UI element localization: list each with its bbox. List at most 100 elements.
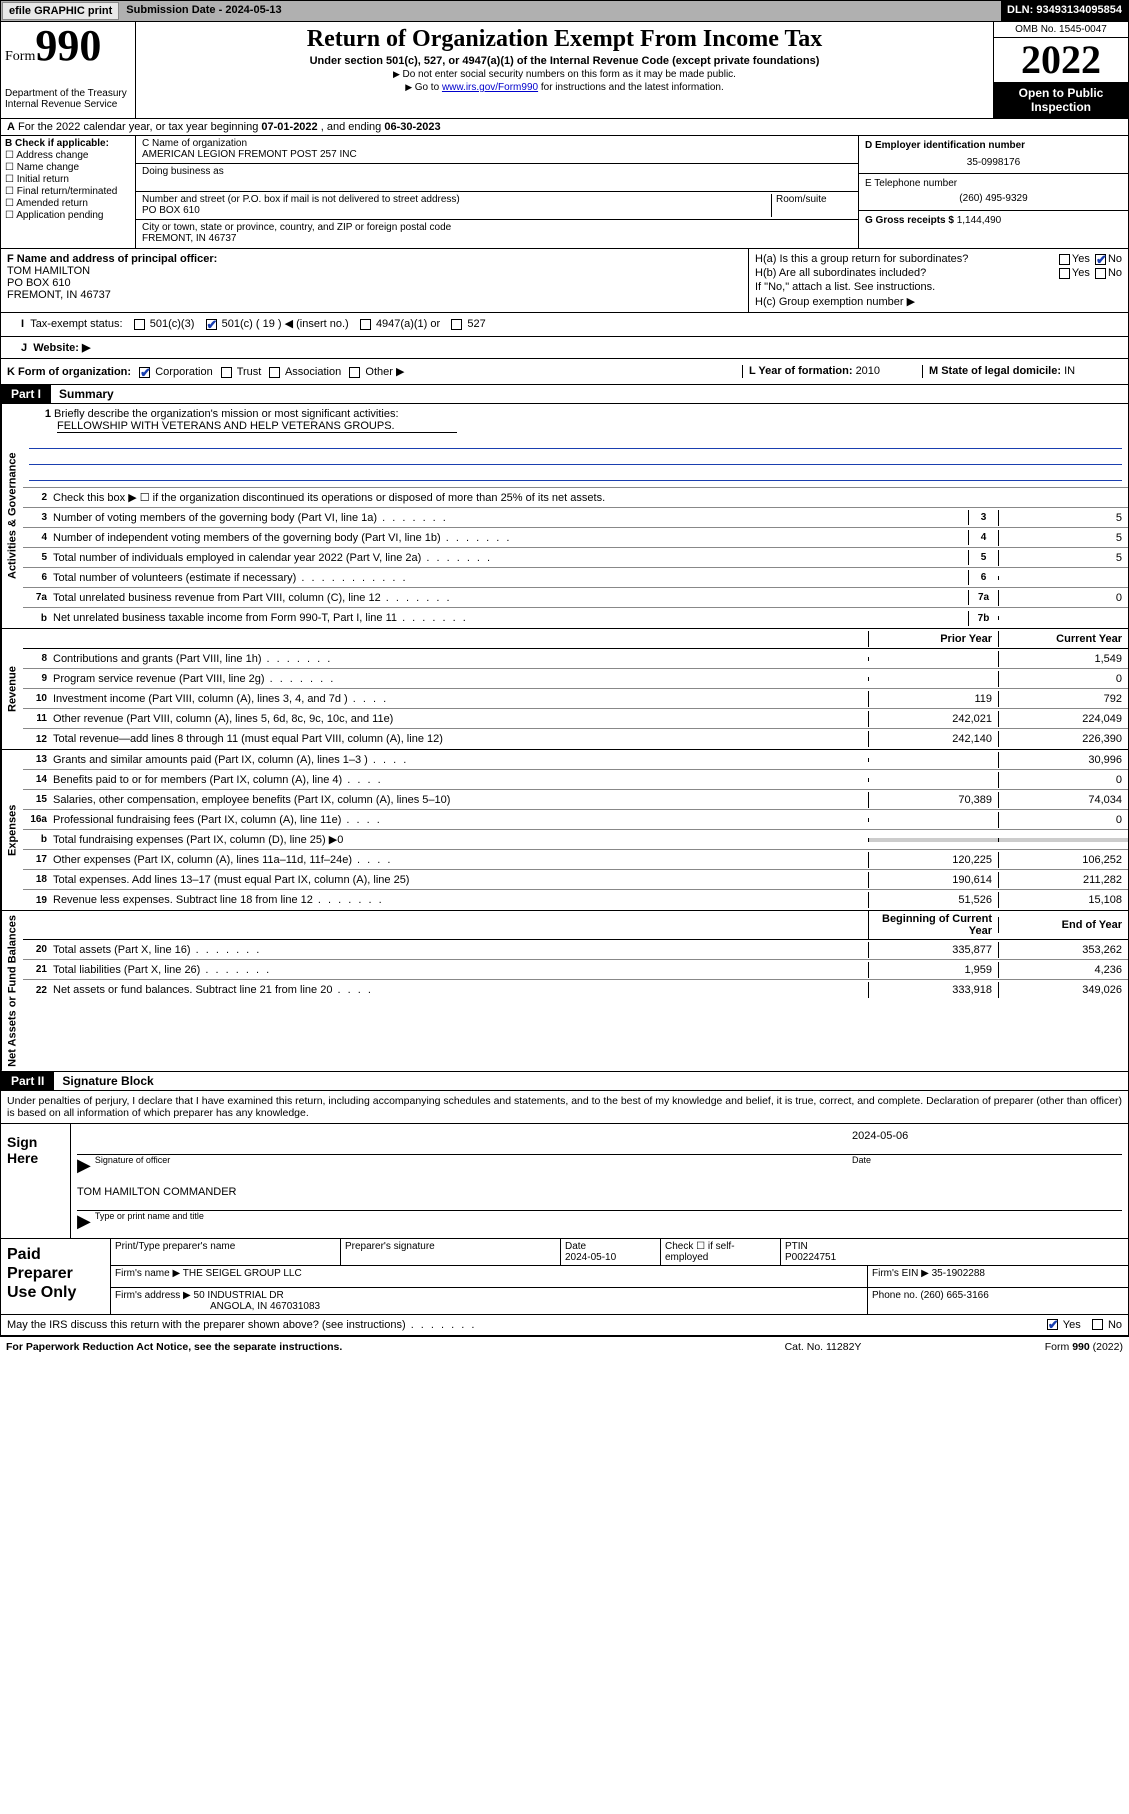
summary-row: 6 Total number of volunteers (estimate i… bbox=[23, 568, 1128, 588]
summary-row: b Total fundraising expenses (Part IX, c… bbox=[23, 830, 1128, 850]
summary-row: 18 Total expenses. Add lines 13–17 (must… bbox=[23, 870, 1128, 890]
prior-year-value: 119 bbox=[868, 691, 998, 707]
phone-value: (260) 495-9329 bbox=[865, 193, 1122, 204]
row-k-l-m: K Form of organization: Corporation Trus… bbox=[0, 359, 1129, 385]
col-prior-year: Prior Year bbox=[868, 631, 998, 647]
line-value: 5 bbox=[998, 510, 1128, 526]
irs-link[interactable]: www.irs.gov/Form990 bbox=[442, 82, 538, 93]
prior-year-value: 51,526 bbox=[868, 892, 998, 908]
chk-527[interactable] bbox=[451, 319, 462, 330]
firm-name: THE SEIGEL GROUP LLC bbox=[183, 1268, 302, 1279]
page-footer: For Paperwork Reduction Act Notice, see … bbox=[0, 1336, 1129, 1357]
line-value: 5 bbox=[998, 550, 1128, 566]
chk-trust[interactable] bbox=[221, 367, 232, 378]
efile-print-button[interactable]: efile GRAPHIC print bbox=[2, 2, 119, 20]
sig-arrow-icon: ▶ bbox=[77, 1155, 91, 1176]
current-year-value: 349,026 bbox=[998, 982, 1128, 998]
summary-row: 19 Revenue less expenses. Subtract line … bbox=[23, 890, 1128, 910]
prior-year-value bbox=[868, 677, 998, 681]
summary-row: 2Check this box ▶ ☐ if the organization … bbox=[23, 488, 1128, 508]
summary-row: 8 Contributions and grants (Part VIII, l… bbox=[23, 649, 1128, 669]
prior-year-value bbox=[868, 818, 998, 822]
summary-row: 7a Total unrelated business revenue from… bbox=[23, 588, 1128, 608]
h-a: H(a) Is this a group return for subordin… bbox=[755, 253, 1122, 265]
form-number: Form990 bbox=[5, 26, 131, 66]
h-b-note: If "No," attach a list. See instructions… bbox=[755, 281, 1122, 293]
chk-corp[interactable] bbox=[139, 367, 150, 378]
phone-cell: E Telephone number (260) 495-9329 bbox=[859, 174, 1128, 212]
prior-year-value bbox=[868, 778, 998, 782]
address-cell: Number and street (or P.O. box if mail i… bbox=[136, 192, 858, 220]
chk-other[interactable] bbox=[349, 367, 360, 378]
current-year-value: 30,996 bbox=[998, 752, 1128, 768]
chk-4947[interactable] bbox=[360, 319, 371, 330]
current-year-value: 353,262 bbox=[998, 942, 1128, 958]
state-domicile: IN bbox=[1064, 365, 1075, 377]
prior-year-value: 70,389 bbox=[868, 792, 998, 808]
summary-row: 3 Number of voting members of the govern… bbox=[23, 508, 1128, 528]
col-current-year: End of Year bbox=[998, 917, 1128, 933]
officer-name: TOM HAMILTON bbox=[7, 265, 90, 277]
chk-amended[interactable]: ☐ Amended return bbox=[5, 198, 131, 209]
col-b-checkboxes: B Check if applicable: ☐ Address change … bbox=[1, 136, 136, 248]
hb-yes[interactable] bbox=[1059, 268, 1070, 279]
summary-row: 11 Other revenue (Part VIII, column (A),… bbox=[23, 709, 1128, 729]
chk-501c3[interactable] bbox=[134, 319, 145, 330]
chk-501c[interactable] bbox=[206, 319, 217, 330]
year-formation: 2010 bbox=[856, 365, 880, 377]
h-c: H(c) Group exemption number ▶ bbox=[755, 295, 1122, 308]
part1-section: Revenue Prior Year Current Year8 Contrib… bbox=[0, 629, 1129, 750]
form-title: Return of Organization Exempt From Incom… bbox=[142, 26, 987, 53]
chk-final-return[interactable]: ☐ Final return/terminated bbox=[5, 186, 131, 197]
summary-row: b Net unrelated business taxable income … bbox=[23, 608, 1128, 628]
chk-address-change[interactable]: ☐ Address change bbox=[5, 150, 131, 161]
may-no[interactable] bbox=[1092, 1319, 1103, 1330]
ha-yes[interactable] bbox=[1059, 254, 1070, 265]
top-bar: efile GRAPHIC print Submission Date - 20… bbox=[0, 0, 1129, 22]
line-value bbox=[998, 616, 1128, 620]
firm-phone: (260) 665-3166 bbox=[920, 1290, 988, 1301]
prior-year-value: 120,225 bbox=[868, 852, 998, 868]
prior-year-value bbox=[868, 758, 998, 762]
summary-row: 15 Salaries, other compensation, employe… bbox=[23, 790, 1128, 810]
goto-note: Go to www.irs.gov/Form990 for instructio… bbox=[142, 82, 987, 93]
hb-no[interactable] bbox=[1095, 268, 1106, 279]
gross-receipts-value: 1,144,490 bbox=[957, 215, 1002, 226]
prior-year-value: 1,959 bbox=[868, 962, 998, 978]
sig-date: 2024-05-06 bbox=[852, 1130, 1122, 1142]
chk-assoc[interactable] bbox=[269, 367, 280, 378]
summary-row: 10 Investment income (Part VIII, column … bbox=[23, 689, 1128, 709]
ein-cell: D Employer identification number 35-0998… bbox=[859, 136, 1128, 174]
row-i-tax-status: I Tax-exempt status: 501(c)(3) 501(c) ( … bbox=[0, 313, 1129, 337]
street-address: PO BOX 610 bbox=[142, 205, 767, 216]
may-yes[interactable] bbox=[1047, 1319, 1058, 1330]
line-value bbox=[998, 576, 1128, 580]
ha-no[interactable] bbox=[1095, 254, 1106, 265]
current-year-value: 74,034 bbox=[998, 792, 1128, 808]
section-vertical-label: Net Assets or Fund Balances bbox=[1, 911, 23, 1071]
chk-app-pending[interactable]: ☐ Application pending bbox=[5, 210, 131, 221]
ein-value: 35-0998176 bbox=[865, 157, 1122, 168]
irs-label: Internal Revenue Service bbox=[5, 99, 131, 110]
sign-here-block: Sign Here 2024-05-06 ▶ Signature of offi… bbox=[0, 1124, 1129, 1239]
ptin-value: P00224751 bbox=[785, 1252, 836, 1263]
dba-cell: Doing business as bbox=[136, 164, 858, 192]
dln-label: DLN: 93493134095854 bbox=[1001, 1, 1128, 21]
line-value: 5 bbox=[998, 530, 1128, 546]
current-year-value: 0 bbox=[998, 812, 1128, 828]
firm-ein: 35-1902288 bbox=[932, 1268, 985, 1279]
part-2-header: Part II Signature Block bbox=[0, 1072, 1129, 1091]
summary-row: 20 Total assets (Part X, line 16) 335,87… bbox=[23, 940, 1128, 960]
current-year-value: 4,236 bbox=[998, 962, 1128, 978]
chk-initial-return[interactable]: ☐ Initial return bbox=[5, 174, 131, 185]
ssn-note: Do not enter social security numbers on … bbox=[142, 69, 987, 80]
chk-name-change[interactable]: ☐ Name change bbox=[5, 162, 131, 173]
summary-row: 5 Total number of individuals employed i… bbox=[23, 548, 1128, 568]
form-subtitle: Under section 501(c), 527, or 4947(a)(1)… bbox=[142, 55, 987, 67]
row-a-tax-year: A For the 2022 calendar year, or tax yea… bbox=[0, 119, 1129, 136]
org-name: AMERICAN LEGION FREMONT POST 257 INC bbox=[142, 149, 852, 160]
current-year-value: 106,252 bbox=[998, 852, 1128, 868]
summary-row: 14 Benefits paid to or for members (Part… bbox=[23, 770, 1128, 790]
col-prior-year: Beginning of Current Year bbox=[868, 911, 998, 939]
current-year-value: 0 bbox=[998, 772, 1128, 788]
